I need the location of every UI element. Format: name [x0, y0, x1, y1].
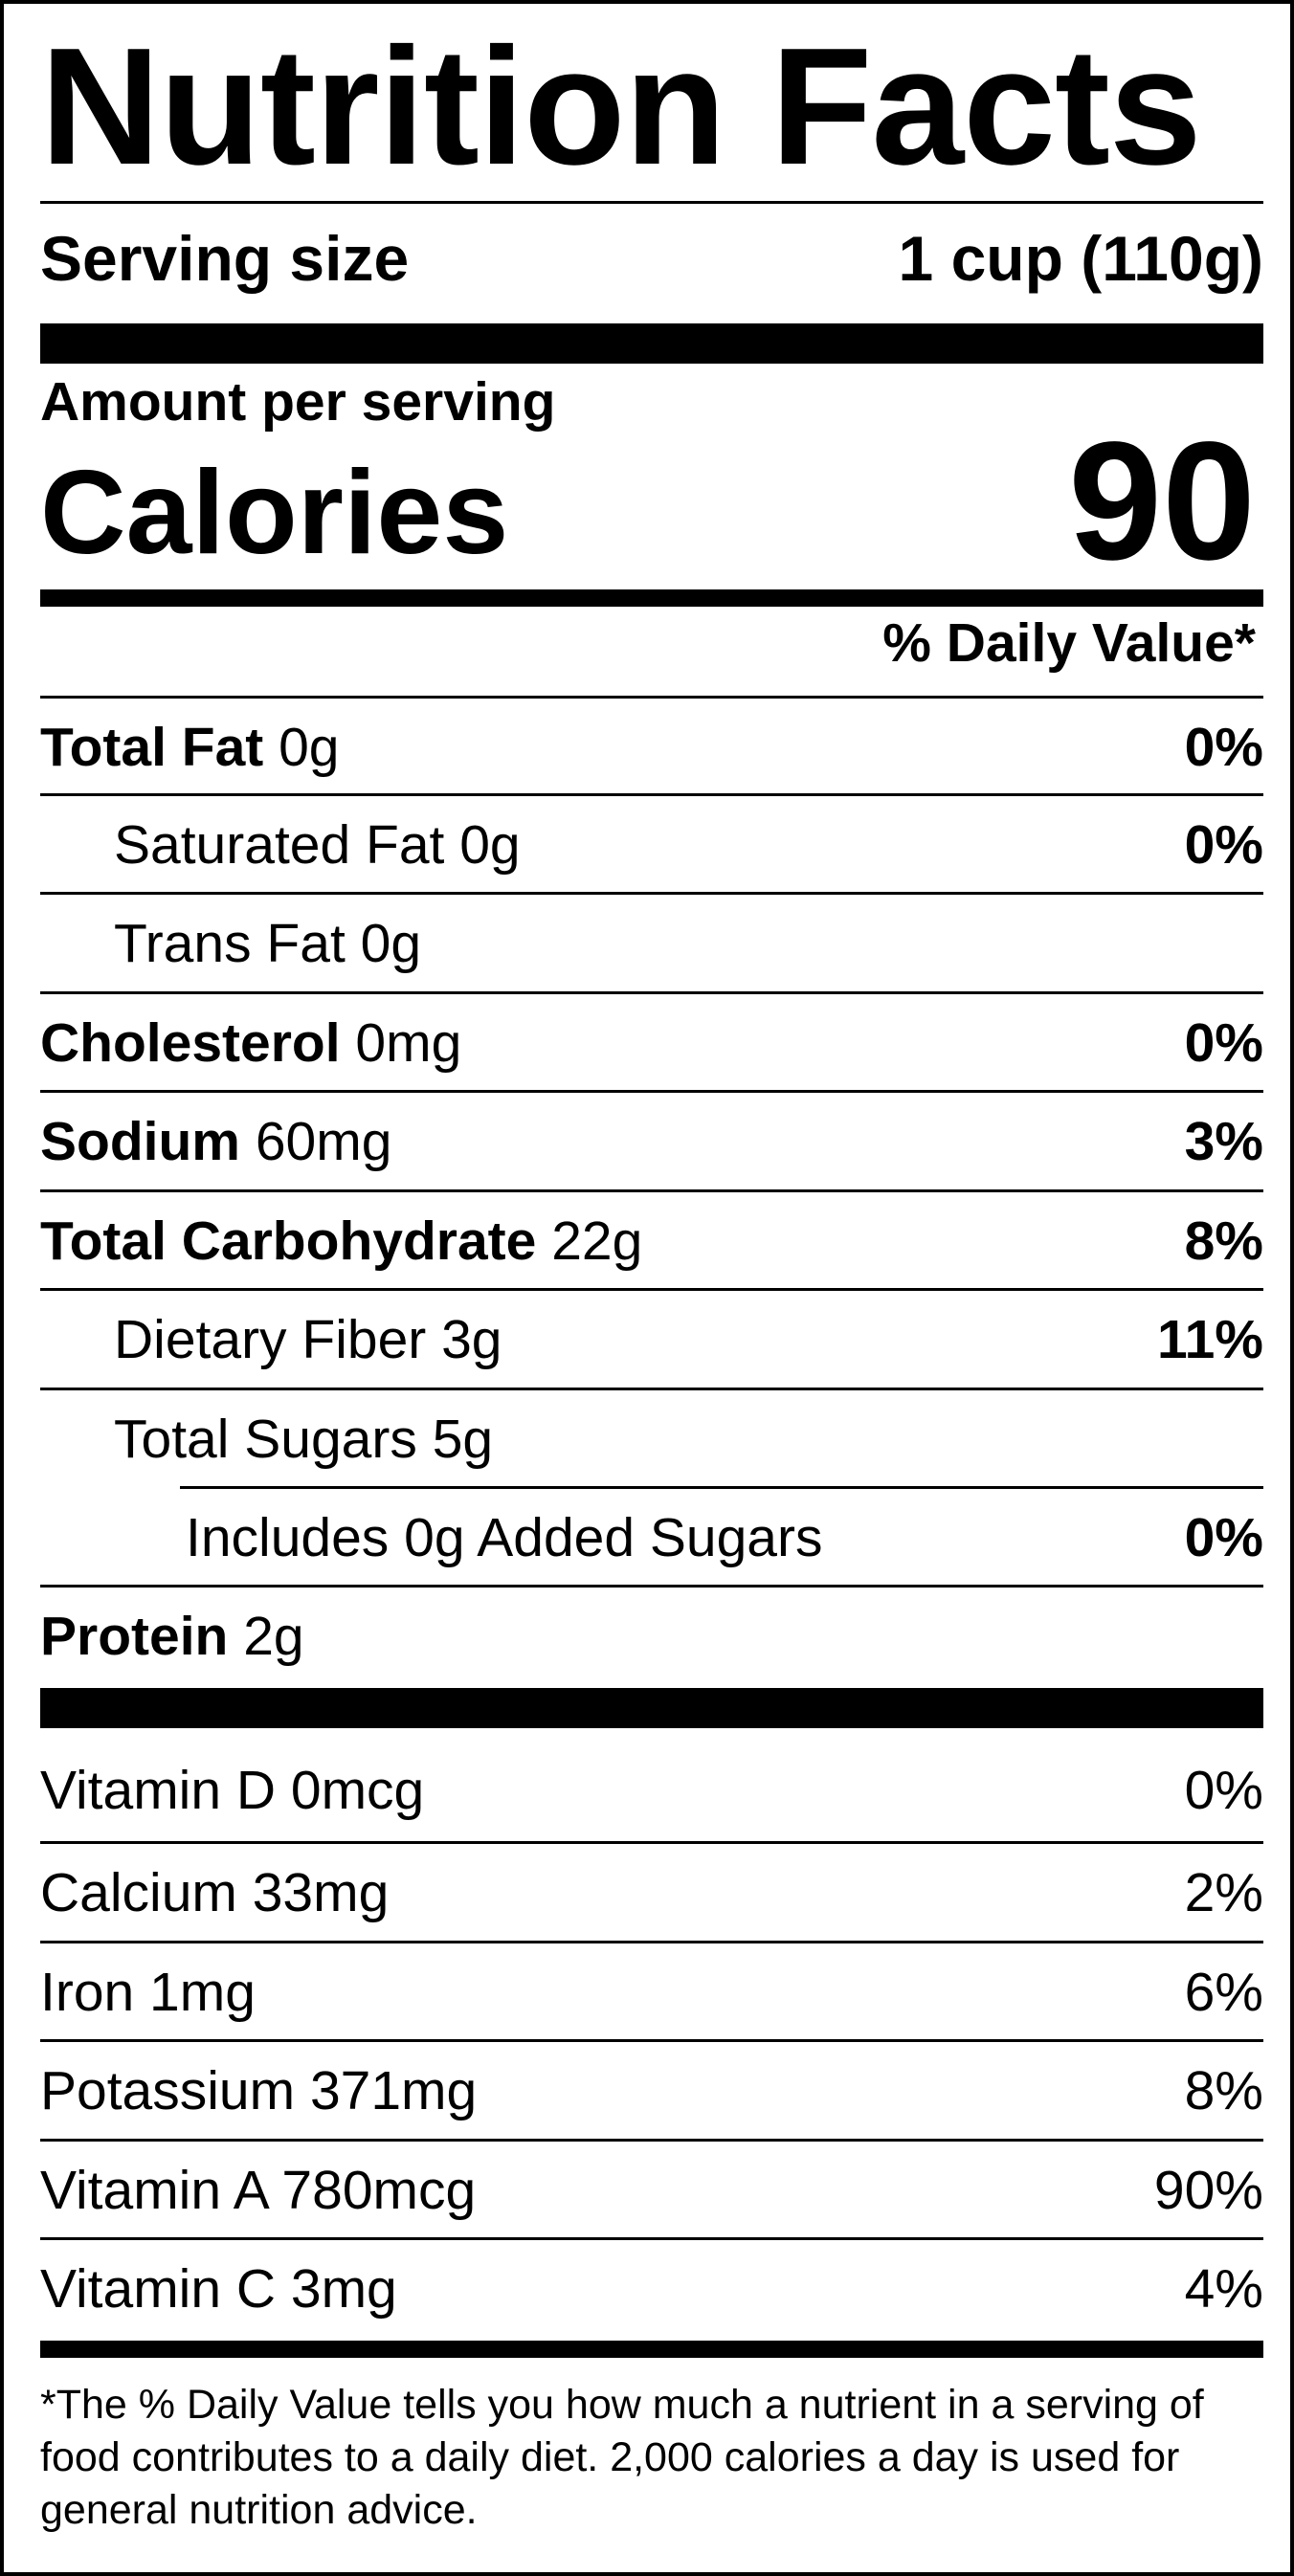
- nutrient-row-sodium: Sodium 60mg 3%: [40, 1093, 1263, 1190]
- vitamin-row: Vitamin A 780mcg 90%: [40, 2142, 1263, 2239]
- thick-divider: [40, 1688, 1263, 1728]
- vitamin-row: Potassium 371mg 8%: [40, 2042, 1263, 2140]
- vitamin-dv: 6%: [1184, 1962, 1263, 2023]
- nutrient-amount: 0g: [360, 913, 422, 974]
- vitamin-label: Vitamin D 0mcg: [40, 1760, 425, 1821]
- amount-per-serving: Amount per serving: [40, 371, 556, 433]
- nutrient-name: Saturated Fat: [114, 814, 445, 876]
- nutrient-amount: 22g: [551, 1210, 643, 1272]
- divider: [40, 1189, 1263, 1192]
- divider: [40, 1388, 1263, 1390]
- footnote: *The % Daily Value tells you how much a …: [40, 2382, 1204, 2533]
- daily-value-header: % Daily Value*: [882, 612, 1256, 674]
- serving-size-row: Serving size 1 cup (110g): [40, 212, 1263, 304]
- nutrient-row-total-sugars: Total Sugars 5g: [40, 1390, 1263, 1488]
- vitamin-dv: 90%: [1153, 2160, 1263, 2221]
- nutrient-dv: 3%: [1184, 1111, 1263, 1172]
- vitamin-row: Iron 1mg 6%: [40, 1943, 1263, 2041]
- nutrient-dv: 8%: [1184, 1210, 1263, 1272]
- divider: [180, 1486, 1263, 1489]
- vitamin-dv: 0%: [1184, 1760, 1263, 1821]
- divider: [40, 2039, 1263, 2042]
- divider: [40, 793, 1263, 796]
- nutrient-amount: 5g: [432, 1409, 494, 1470]
- divider: [40, 201, 1263, 204]
- nutrient-name: Total Sugars: [114, 1409, 417, 1470]
- nutrient-row-cholesterol: Cholesterol 0mg 0%: [40, 994, 1263, 1092]
- divider: [40, 2237, 1263, 2240]
- vitamin-dv: 2%: [1184, 1862, 1263, 1923]
- calories-label: Calories: [40, 447, 509, 579]
- medium-divider: [40, 2341, 1263, 2358]
- nutrient-dv: 0%: [1184, 1012, 1263, 1074]
- nutrient-name: Sodium: [40, 1111, 240, 1172]
- vitamin-label: Calcium 33mg: [40, 1862, 390, 1923]
- nutrient-name: Total Fat: [40, 717, 264, 778]
- nutrient-row-added-sugars: Includes 0g Added Sugars 0%: [40, 1489, 1263, 1587]
- vitamin-label: Iron 1mg: [40, 1962, 256, 2023]
- serving-size-value: 1 cup (110g): [898, 223, 1263, 294]
- vitamin-dv: 8%: [1184, 2060, 1263, 2121]
- nutrient-row-trans-fat: Trans Fat 0g: [40, 895, 1263, 992]
- nutrient-name: Dietary Fiber: [114, 1309, 427, 1370]
- divider: [40, 1288, 1263, 1291]
- divider: [40, 1585, 1263, 1588]
- divider: [40, 1841, 1263, 1844]
- nutrient-row-total-fat: Total Fat 0g 0%: [40, 699, 1263, 796]
- label-title: Nutrition Facts: [40, 12, 1202, 199]
- medium-divider: [40, 589, 1263, 607]
- divider: [40, 892, 1263, 895]
- vitamin-label: Potassium 371mg: [40, 2060, 478, 2121]
- serving-size-label: Serving size: [40, 223, 410, 294]
- nutrient-amount: 0g: [459, 814, 521, 876]
- nutrient-name: Total Carbohydrate: [40, 1210, 537, 1272]
- nutrient-row-saturated-fat: Saturated Fat 0g 0%: [40, 796, 1263, 894]
- calories-value: 90: [1068, 408, 1256, 595]
- divider: [40, 2139, 1263, 2142]
- nutrient-amount: 0mg: [355, 1012, 462, 1074]
- divider: [40, 1090, 1263, 1093]
- divider: [40, 696, 1263, 699]
- nutrient-dv: 11%: [1157, 1309, 1263, 1370]
- nutrient-row-dietary-fiber: Dietary Fiber 3g 11%: [40, 1291, 1263, 1388]
- nutrient-dv: 0%: [1184, 814, 1263, 876]
- divider: [40, 991, 1263, 994]
- nutrient-amount: 60mg: [255, 1111, 392, 1172]
- nutrient-amount: 3g: [441, 1309, 502, 1370]
- nutrient-row-protein: Protein 2g: [40, 1588, 1263, 1685]
- vitamin-label: Vitamin A 780mcg: [40, 2160, 477, 2221]
- nutrient-name: Protein: [40, 1606, 229, 1667]
- nutrient-dv: 0%: [1184, 717, 1263, 778]
- nutrient-amount: 2g: [243, 1606, 304, 1667]
- vitamin-row: Calcium 33mg 2%: [40, 1844, 1263, 1942]
- vitamin-row: Vitamin D 0mcg 0%: [40, 1742, 1263, 1839]
- vitamin-label: Vitamin C 3mg: [40, 2258, 397, 2320]
- nutrient-dv: 0%: [1184, 1507, 1263, 1568]
- nutrient-name: Trans Fat: [114, 913, 346, 974]
- vitamin-row: Vitamin C 3mg 4%: [40, 2240, 1263, 2338]
- thick-divider: [40, 323, 1263, 364]
- vitamin-dv: 4%: [1184, 2258, 1263, 2320]
- nutrient-row-total-carbohydrate: Total Carbohydrate 22g 8%: [40, 1192, 1263, 1290]
- nutrient-name: Cholesterol: [40, 1012, 341, 1074]
- nutrient-name: Includes 0g Added Sugars: [186, 1507, 823, 1568]
- nutrient-amount: 0g: [279, 717, 340, 778]
- divider: [40, 1941, 1263, 1943]
